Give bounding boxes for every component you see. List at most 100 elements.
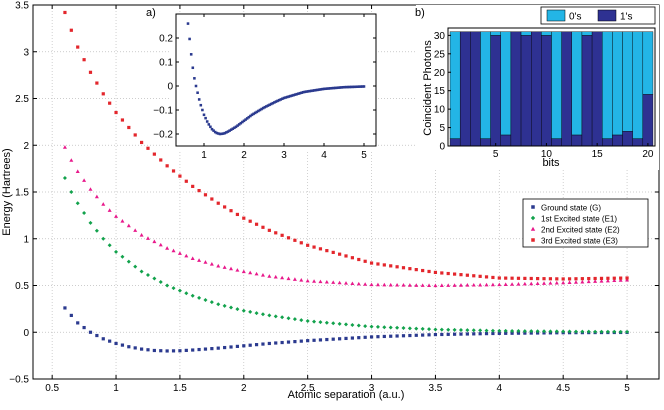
inset-a-data-point	[281, 97, 284, 100]
ground-data-point	[197, 347, 201, 352]
e3-data-point	[312, 245, 316, 249]
bar-ones	[541, 35, 552, 147]
e2-data-point	[286, 276, 291, 281]
ground-data-point	[286, 340, 291, 344]
e3-data-point	[146, 146, 150, 150]
e2-data-point	[203, 260, 208, 264]
e1-data-point	[618, 329, 623, 334]
inset-a-y-tick-label: −0.2	[153, 130, 173, 141]
ground-data-point	[299, 339, 303, 343]
main-y-tick-label: 2.5	[15, 94, 29, 105]
e1-data-point	[324, 320, 329, 325]
inset-a-data-point	[357, 85, 361, 88]
e2-data-point	[548, 281, 553, 285]
e3-data-point	[242, 216, 246, 220]
e3-data-point	[280, 233, 284, 237]
ground-data-point	[95, 333, 99, 338]
ground-data-point	[82, 325, 86, 330]
e2-data-point	[369, 282, 374, 287]
e1-data-point	[69, 190, 74, 194]
inset-b-x-tick-label: 20	[642, 149, 654, 160]
e2-data-point	[318, 279, 323, 284]
inset-a-data-point	[343, 85, 347, 89]
e1-data-point	[82, 211, 87, 216]
inset-a-data-point	[189, 53, 193, 56]
e3-data-point	[478, 274, 482, 278]
e1-data-point	[612, 329, 617, 334]
inset-a-data-point	[210, 127, 214, 131]
main-y-tick-label: 1	[23, 234, 29, 245]
inset-a-y-tick-label: 0.2	[159, 34, 173, 45]
e3-data-point	[408, 267, 412, 271]
ground-data-point	[223, 345, 227, 350]
e1-data-point	[177, 288, 182, 293]
bar-zeros	[500, 31, 512, 136]
ground-data-point	[440, 332, 444, 337]
main-x-tick-label: 3.5	[428, 383, 442, 394]
e2-data-point	[94, 194, 99, 199]
inset-a-ticks: 1 2 3 4 5 −0.2 −0.1 0 0.1 0.2	[153, 14, 376, 161]
e2-data-point	[62, 145, 67, 149]
e2-data-point	[446, 283, 451, 287]
inset-a-data-point	[356, 85, 359, 88]
inset-a-data-point	[300, 91, 303, 94]
e3-data-point	[299, 241, 303, 245]
inset-a-data-point	[234, 125, 238, 129]
inset-a-data-point	[309, 89, 313, 93]
inset-a-data-point	[362, 85, 366, 88]
e3-data-point	[529, 276, 533, 281]
bar-zeros	[581, 31, 593, 36]
e2-data-point	[567, 280, 572, 285]
ground-data-point	[414, 333, 418, 337]
e3-data-point	[497, 276, 501, 280]
inset-a-data-point	[311, 89, 315, 92]
e3-data-point	[440, 271, 444, 275]
inset-a-data-point	[266, 104, 270, 107]
inset-a-data-point	[213, 130, 217, 134]
inset-a-data-point	[217, 132, 220, 135]
ground-data-point	[210, 347, 214, 351]
bar-zeros	[612, 31, 623, 136]
e2-data-point	[280, 275, 285, 280]
inset-a-data-point	[202, 113, 206, 117]
e1-data-point	[318, 320, 323, 325]
ground-data-point	[504, 331, 508, 335]
e2-data-point	[324, 279, 329, 284]
e1-data-point	[593, 329, 598, 334]
e2-data-point	[439, 283, 444, 288]
main-y-tick-label: 3.5	[15, 1, 29, 12]
ground-data-point	[389, 334, 393, 338]
ground-data-point	[203, 347, 208, 351]
bar-zeros	[632, 31, 644, 139]
e3-data-point	[625, 276, 629, 280]
inset-a-data-point	[353, 85, 356, 89]
e1-data-point	[510, 328, 515, 333]
e1-data-point	[446, 327, 451, 332]
inset-a-data-point	[194, 84, 198, 88]
e1-data-point	[305, 319, 310, 324]
inset-a-data-point	[313, 89, 316, 92]
e2-data-point	[427, 283, 432, 288]
inset-a-x-tick-label: 5	[361, 150, 367, 161]
inset-a-data-point	[261, 106, 265, 110]
inset-a-data-point	[260, 107, 263, 111]
bar-ones	[632, 138, 644, 147]
legend-marker-e3	[531, 238, 535, 242]
inset-a-data-point	[268, 103, 271, 107]
inset-b-y-tick-label: 0	[439, 142, 445, 153]
ground-data-point	[178, 349, 182, 353]
e3-data-point	[235, 212, 240, 217]
ground-data-point	[280, 340, 284, 345]
ground-data-point	[357, 336, 361, 340]
main-x-tick-label: 2.5	[301, 383, 315, 394]
ground-data-point	[293, 340, 297, 344]
e1-data-point	[586, 329, 591, 334]
e3-data-point	[306, 243, 310, 247]
inset-a-data-point	[338, 86, 342, 89]
e2-data-point	[260, 272, 265, 277]
e1-data-point	[625, 329, 630, 334]
e2-data-point	[139, 233, 144, 237]
e1-data-point	[522, 329, 527, 334]
e3-data-point	[229, 209, 233, 213]
